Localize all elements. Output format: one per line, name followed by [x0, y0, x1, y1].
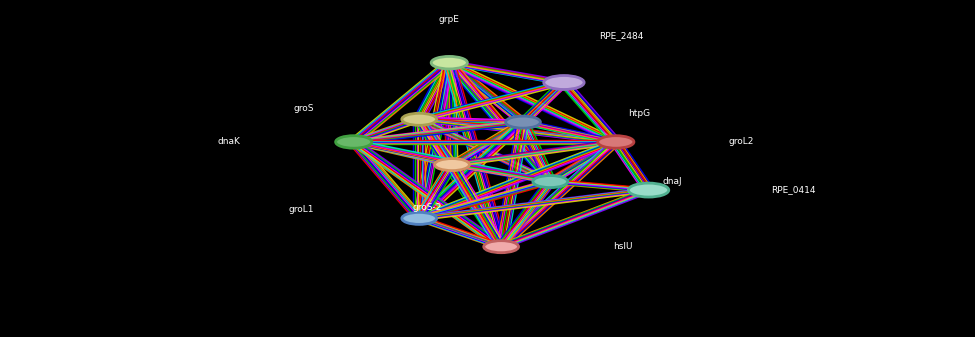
Circle shape: [484, 241, 519, 253]
Circle shape: [402, 113, 437, 125]
Text: dnaJ: dnaJ: [663, 177, 682, 186]
Text: groS: groS: [293, 104, 314, 113]
Text: RPE_2484: RPE_2484: [599, 31, 644, 40]
Text: hslU: hslU: [613, 242, 633, 251]
Circle shape: [431, 56, 467, 69]
Circle shape: [506, 116, 540, 128]
Text: grpE: grpE: [439, 14, 460, 24]
Circle shape: [402, 212, 437, 224]
Circle shape: [435, 159, 469, 171]
Circle shape: [628, 183, 669, 197]
Text: groS-2: groS-2: [412, 204, 442, 212]
Text: groL1: groL1: [289, 205, 314, 214]
Text: dnaK: dnaK: [217, 137, 241, 147]
Circle shape: [544, 75, 584, 90]
Circle shape: [335, 136, 371, 148]
Circle shape: [533, 176, 567, 188]
Text: RPE_0414: RPE_0414: [771, 186, 816, 194]
Text: groL2: groL2: [729, 137, 755, 147]
Circle shape: [598, 136, 634, 148]
Text: htpG: htpG: [628, 109, 650, 118]
